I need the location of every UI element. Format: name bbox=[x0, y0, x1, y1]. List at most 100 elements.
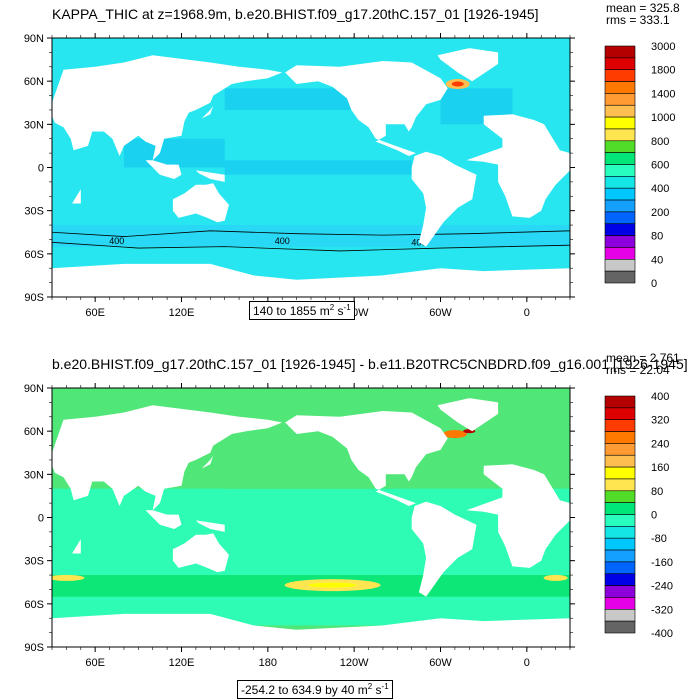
x-tick-label: 120W bbox=[340, 657, 369, 669]
colorbar-swatch bbox=[604, 93, 636, 106]
colorbar-swatch bbox=[604, 247, 636, 260]
x-tick-label: 0 bbox=[524, 307, 530, 319]
field-band bbox=[123, 138, 225, 168]
land-mask bbox=[52, 405, 283, 511]
x-tick-label: 60W bbox=[429, 307, 452, 319]
contour-label: 400 bbox=[109, 236, 124, 246]
contour-line bbox=[52, 230, 570, 237]
land-mask bbox=[172, 533, 229, 573]
land-mask bbox=[72, 189, 81, 204]
colorbar-label: 40 bbox=[651, 254, 663, 266]
colorbar-swatch bbox=[604, 152, 636, 165]
colorbar-swatch bbox=[604, 270, 636, 284]
land-mask bbox=[437, 398, 499, 432]
x-tick-label: 60W bbox=[429, 657, 452, 669]
colorbar-swatch bbox=[604, 45, 636, 59]
rms-stat: rms = 22.04 bbox=[606, 363, 670, 377]
colorbar-label: 1400 bbox=[651, 88, 675, 100]
colorbar-label: 800 bbox=[651, 136, 669, 148]
x-tick-label: 120E bbox=[169, 657, 195, 669]
colorbar-swatch bbox=[604, 490, 636, 503]
colorbar-swatch bbox=[604, 620, 636, 634]
y-tick-label: 90N bbox=[24, 33, 44, 45]
y-tick-label: 30N bbox=[24, 469, 44, 481]
colorbar-swatch bbox=[604, 478, 636, 492]
land-mask bbox=[52, 263, 570, 297]
colorbar-swatch bbox=[604, 128, 636, 142]
field-band bbox=[52, 488, 570, 547]
land-mask bbox=[195, 170, 225, 182]
colorbar-swatch bbox=[604, 140, 636, 153]
colorbar-swatch bbox=[604, 549, 636, 563]
y-tick-label: 30N bbox=[24, 119, 44, 131]
land-mask bbox=[195, 520, 225, 532]
y-tick-label: 60S bbox=[24, 249, 44, 261]
y-tick-label: 60S bbox=[24, 599, 44, 611]
colorbar-swatch bbox=[604, 597, 636, 610]
colorbar-label: 1800 bbox=[651, 65, 675, 77]
colorbar-swatch bbox=[604, 443, 636, 456]
x-tick-label: 180 bbox=[259, 657, 277, 669]
colorbar-label: 0 bbox=[651, 278, 657, 290]
colorbar-label: 320 bbox=[651, 415, 669, 427]
colorbar: 400 320 240 160 80 0 -80 -160 -240 -320 -400 bbox=[604, 391, 673, 640]
map-svg: 40040040060E120E180120W60W090N60N30N030S… bbox=[24, 33, 675, 319]
contour-label: 400 bbox=[275, 236, 290, 246]
colorbar-label: 80 bbox=[651, 486, 663, 498]
land-mask bbox=[145, 160, 182, 179]
colorbar-label: 160 bbox=[651, 462, 669, 474]
colorbar-swatch bbox=[604, 431, 636, 444]
field-hotspot bbox=[52, 574, 85, 581]
x-tick-label: 60E bbox=[85, 657, 105, 669]
colorbar-swatch bbox=[604, 573, 636, 586]
colorbar-swatch bbox=[604, 69, 636, 82]
land-mask bbox=[285, 61, 448, 156]
field-band bbox=[224, 160, 412, 175]
colorbar-swatch bbox=[604, 395, 636, 409]
colorbar-swatch bbox=[604, 57, 636, 70]
colorbar-label: 80 bbox=[651, 231, 663, 243]
colorbar-swatch bbox=[604, 176, 636, 189]
land-mask bbox=[52, 55, 283, 161]
land-mask bbox=[411, 151, 477, 247]
rms-stat: rms = 333.1 bbox=[606, 13, 670, 27]
colorbar-swatch bbox=[604, 235, 636, 248]
colorbar-label: 400 bbox=[651, 183, 669, 195]
field-hotspot bbox=[308, 582, 357, 588]
chart-title: KAPPA_THIC at z=1968.9m, b.e20.BHIST.f09… bbox=[52, 6, 539, 22]
land-mask bbox=[466, 114, 570, 218]
panel-top: KAPPA_THIC at z=1968.9m, b.e20.BHIST.f09… bbox=[24, 1, 680, 320]
field-band bbox=[224, 88, 355, 110]
colorbar-swatch bbox=[604, 454, 636, 468]
colorbar-swatch bbox=[604, 526, 636, 539]
colorbar-swatch bbox=[604, 537, 636, 551]
chart-title: b.e20.BHIST.f09_g17.20thC.157_01 [1926-1… bbox=[52, 356, 688, 372]
y-tick-label: 90S bbox=[24, 642, 44, 654]
colorbar-label: 1000 bbox=[651, 112, 675, 124]
colorbar-label: -240 bbox=[651, 581, 673, 593]
land-mask bbox=[195, 455, 214, 472]
land-mask bbox=[52, 613, 570, 647]
y-tick-label: 90N bbox=[24, 383, 44, 395]
land-mask bbox=[145, 510, 182, 529]
field-hotspot bbox=[442, 430, 467, 439]
colorbar-label: -80 bbox=[651, 533, 667, 545]
land-mask bbox=[437, 48, 499, 82]
colorbar-swatch bbox=[604, 502, 636, 515]
colorbar-swatch bbox=[604, 187, 636, 201]
field-hotspot bbox=[451, 81, 464, 87]
colorbar-swatch bbox=[604, 164, 636, 177]
y-tick-label: 30S bbox=[24, 556, 44, 568]
contour-label: 400 bbox=[411, 237, 426, 247]
field-band bbox=[52, 546, 570, 576]
colorbar-label: -320 bbox=[651, 604, 673, 616]
colorbar-label: -400 bbox=[651, 628, 673, 640]
colorbar-swatch bbox=[604, 223, 636, 236]
colorbar-label: 600 bbox=[651, 160, 669, 172]
contour-line bbox=[52, 241, 570, 252]
y-tick-label: 60N bbox=[24, 76, 44, 88]
colorbar-swatch bbox=[604, 514, 636, 527]
mean-stat: mean = 325.8 bbox=[606, 1, 680, 15]
y-tick-label: 0 bbox=[38, 163, 44, 175]
y-tick-label: 60N bbox=[24, 426, 44, 438]
